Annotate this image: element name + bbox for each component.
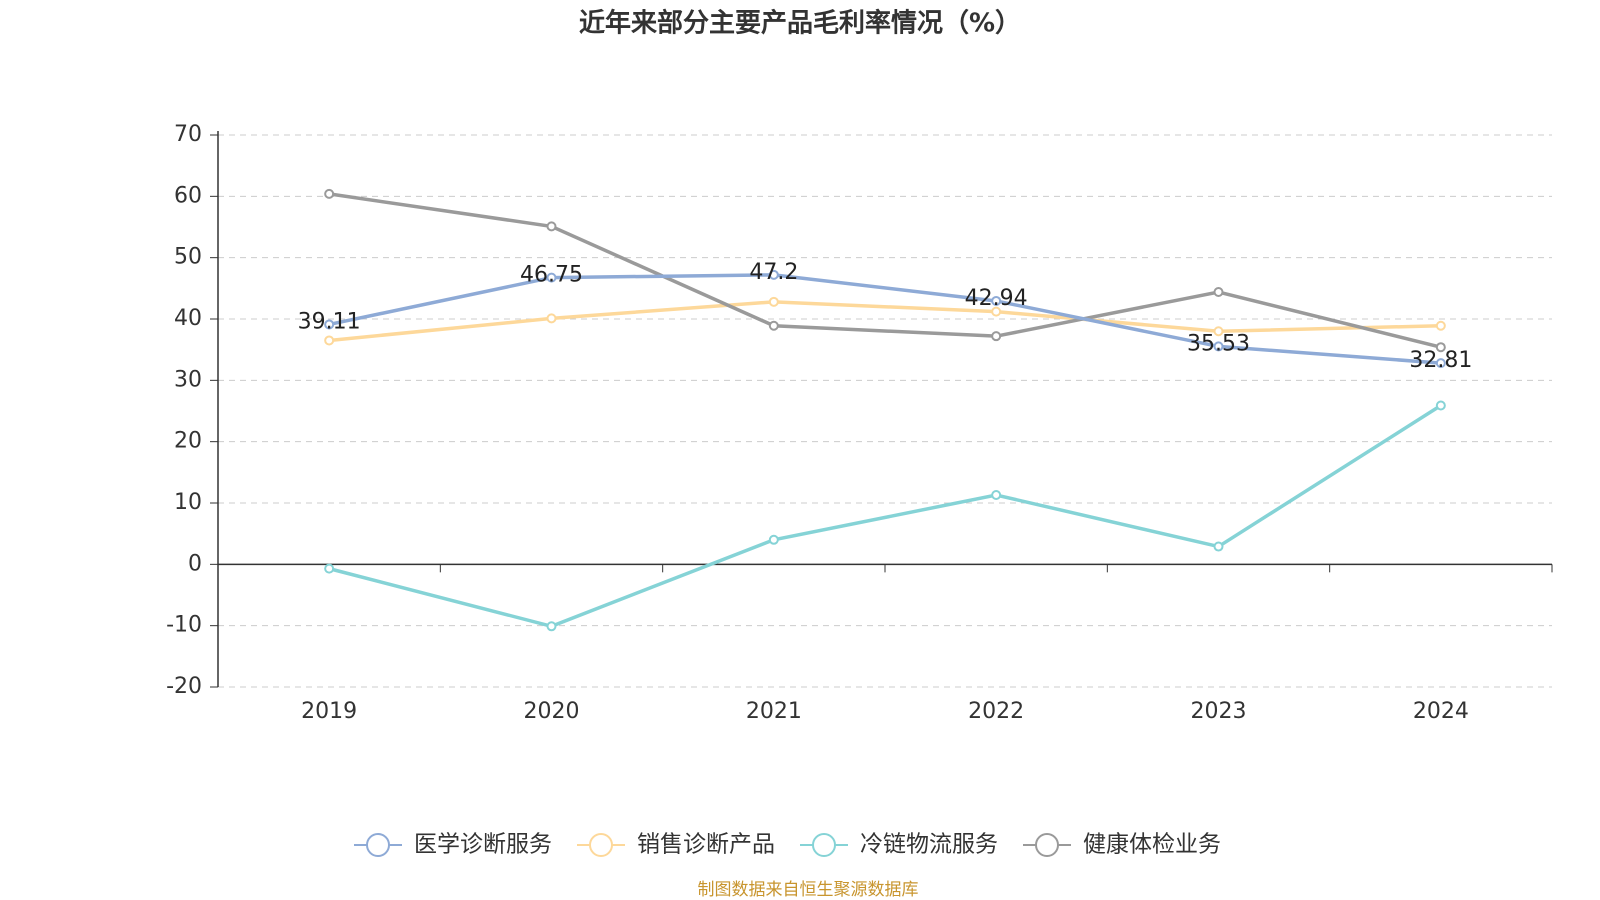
legend-marker — [589, 833, 613, 857]
series-line — [328, 192, 1442, 349]
y-tick-label: 60 — [174, 183, 202, 208]
series-line — [328, 273, 1441, 365]
y-tick-label: 70 — [174, 122, 202, 147]
data-point — [991, 490, 1002, 501]
data-point — [768, 269, 779, 280]
data-point — [1435, 400, 1446, 411]
legend-marker — [1035, 833, 1059, 857]
data-label: 46.75 — [520, 263, 583, 288]
series-line — [328, 404, 1442, 629]
data-point — [324, 188, 335, 199]
x-tick-label: 2023 — [1191, 699, 1247, 724]
data-point — [1213, 287, 1224, 298]
data-point — [991, 331, 1002, 342]
source-note: 制图数据来自恒生聚源数据库 — [698, 880, 919, 900]
data-point — [1213, 341, 1224, 352]
legend-label: 冷链物流服务 — [860, 832, 998, 858]
y-tick-label: 20 — [174, 429, 202, 454]
data-point — [991, 295, 1002, 306]
data-label: 42.94 — [965, 286, 1028, 311]
data-point — [324, 335, 335, 346]
data-point — [546, 621, 557, 632]
data-point — [546, 272, 557, 283]
legend-marker — [812, 833, 836, 857]
legend-label: 医学诊断服务 — [414, 832, 552, 858]
legend-marker — [366, 833, 390, 857]
data-label: 35.53 — [1187, 331, 1250, 356]
data-label: 47.2 — [749, 260, 798, 285]
data-point — [768, 296, 779, 307]
x-tick-label: 2019 — [301, 699, 357, 724]
series-line — [328, 300, 1441, 343]
data-label: 39.11 — [298, 309, 361, 334]
y-tick-label: 0 — [188, 551, 202, 576]
y-tick-label: 30 — [174, 367, 202, 392]
y-tick-label: -10 — [166, 613, 202, 638]
data-point — [546, 313, 557, 324]
y-tick-label: 50 — [174, 245, 202, 270]
x-tick-label: 2022 — [968, 699, 1024, 724]
y-tick-label: 10 — [174, 490, 202, 515]
legend-label: 健康体检业务 — [1083, 832, 1221, 858]
data-label: 32.81 — [1409, 348, 1472, 373]
x-tick-label: 2024 — [1413, 699, 1469, 724]
legend-label: 销售诊断产品 — [637, 832, 775, 858]
data-point — [546, 221, 557, 232]
data-point — [324, 319, 335, 330]
data-point — [324, 563, 335, 574]
data-point — [991, 306, 1002, 317]
data-point — [768, 320, 779, 331]
x-tick-label: 2021 — [746, 699, 802, 724]
data-point — [1435, 358, 1446, 369]
data-point — [1435, 342, 1446, 353]
data-point — [1213, 541, 1224, 552]
x-tick-label: 2020 — [524, 699, 580, 724]
data-point — [1435, 320, 1446, 331]
data-point — [768, 534, 779, 545]
y-tick-label: -20 — [166, 674, 202, 699]
data-point — [1213, 326, 1224, 337]
chart-title: 近年来部分主要产品毛利率情况（%） — [579, 8, 1021, 39]
y-tick-label: 40 — [174, 306, 202, 331]
